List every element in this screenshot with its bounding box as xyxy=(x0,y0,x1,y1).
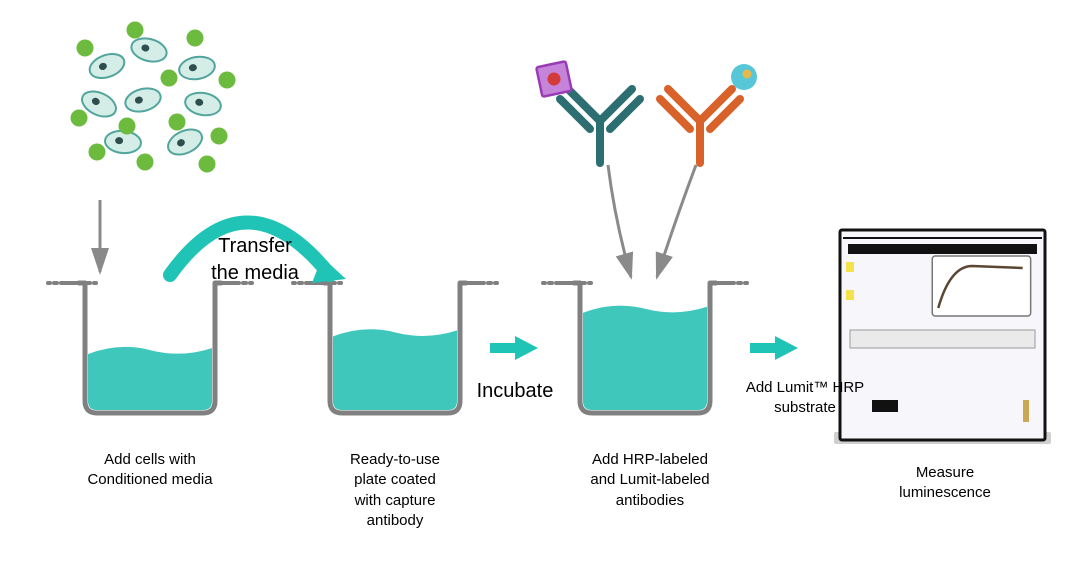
cells-icon xyxy=(71,22,236,173)
arrow-icon xyxy=(750,336,798,360)
label-transfer: Transferthe media xyxy=(185,233,325,287)
arrow-icon xyxy=(490,336,538,360)
curved-arrow-icon xyxy=(657,165,696,277)
enzyme-box-icon xyxy=(536,61,572,97)
antibody-icon xyxy=(560,89,640,163)
label-incubate: Incubate xyxy=(455,378,575,405)
label-substrate: Add Lumit™ HRPsubstrate xyxy=(720,378,890,419)
label-antibodies: Add HRP-labeledand Lumit-labeledantibodi… xyxy=(550,450,750,511)
label-measure: Measureluminescence xyxy=(855,463,1035,504)
curved-arrow-icon xyxy=(608,165,631,277)
antibody-icon xyxy=(660,89,740,163)
label-coated: Ready-to-useplate coatedwith captureanti… xyxy=(295,450,495,531)
label-cells: Add cells withConditioned media xyxy=(55,450,245,491)
well-icon xyxy=(48,283,252,413)
